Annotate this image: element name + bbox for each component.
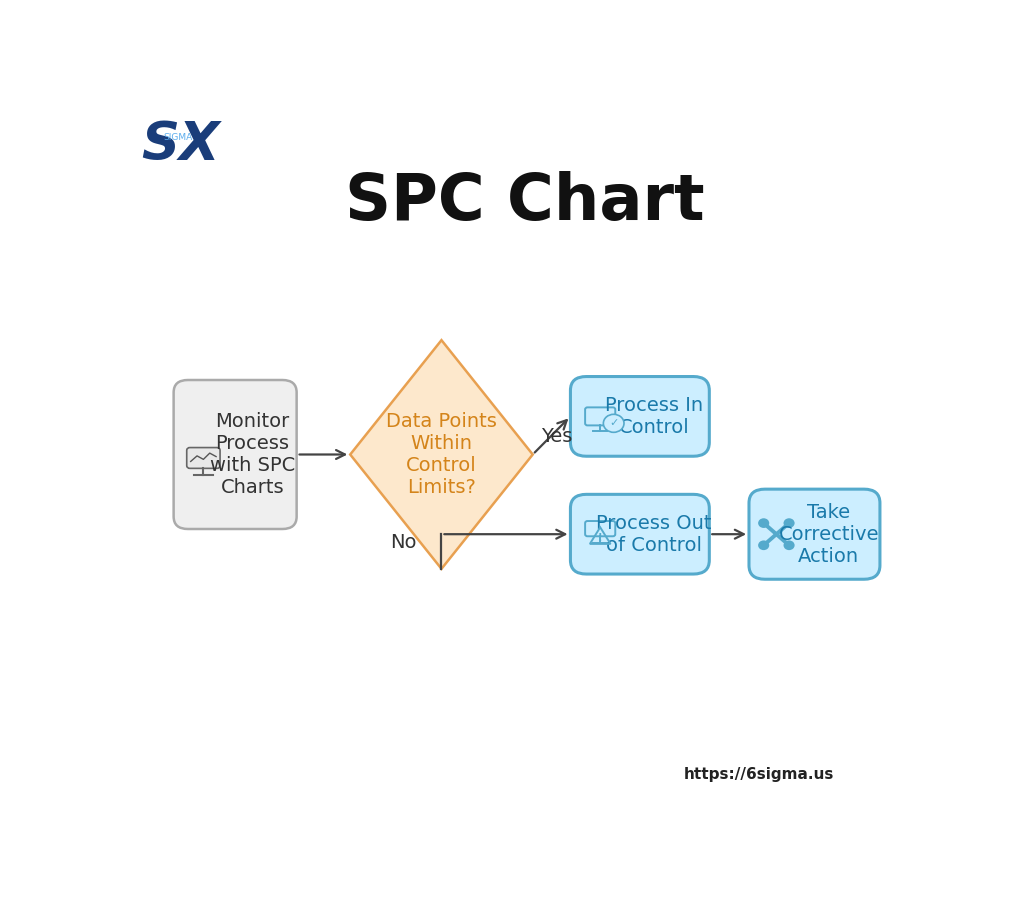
FancyBboxPatch shape [174, 380, 297, 529]
Text: Process In
Control: Process In Control [605, 396, 703, 436]
Circle shape [758, 540, 769, 550]
Text: Yes: Yes [541, 427, 572, 446]
Text: Data Points
Within
Control
Limits?: Data Points Within Control Limits? [386, 412, 497, 497]
Text: Take
Corrective
Action: Take Corrective Action [778, 503, 879, 566]
Circle shape [783, 518, 795, 528]
Text: Process Out
of Control: Process Out of Control [596, 514, 712, 554]
FancyBboxPatch shape [570, 494, 710, 574]
FancyBboxPatch shape [186, 447, 220, 468]
Text: SPC Chart: SPC Chart [345, 171, 705, 232]
Circle shape [758, 518, 769, 528]
Text: ✓: ✓ [609, 418, 618, 428]
Text: No: No [390, 533, 417, 552]
Text: Monitor
Process
with SPC
Charts: Monitor Process with SPC Charts [210, 412, 295, 497]
Circle shape [783, 540, 795, 550]
Polygon shape [350, 340, 532, 569]
Circle shape [603, 414, 624, 432]
Text: X: X [179, 120, 220, 171]
Text: SIGMA: SIGMA [164, 132, 193, 141]
Text: https://6sigma.us: https://6sigma.us [684, 767, 835, 782]
Text: S: S [140, 120, 179, 171]
Text: !: ! [598, 533, 602, 543]
FancyBboxPatch shape [749, 490, 880, 580]
FancyBboxPatch shape [570, 376, 710, 456]
